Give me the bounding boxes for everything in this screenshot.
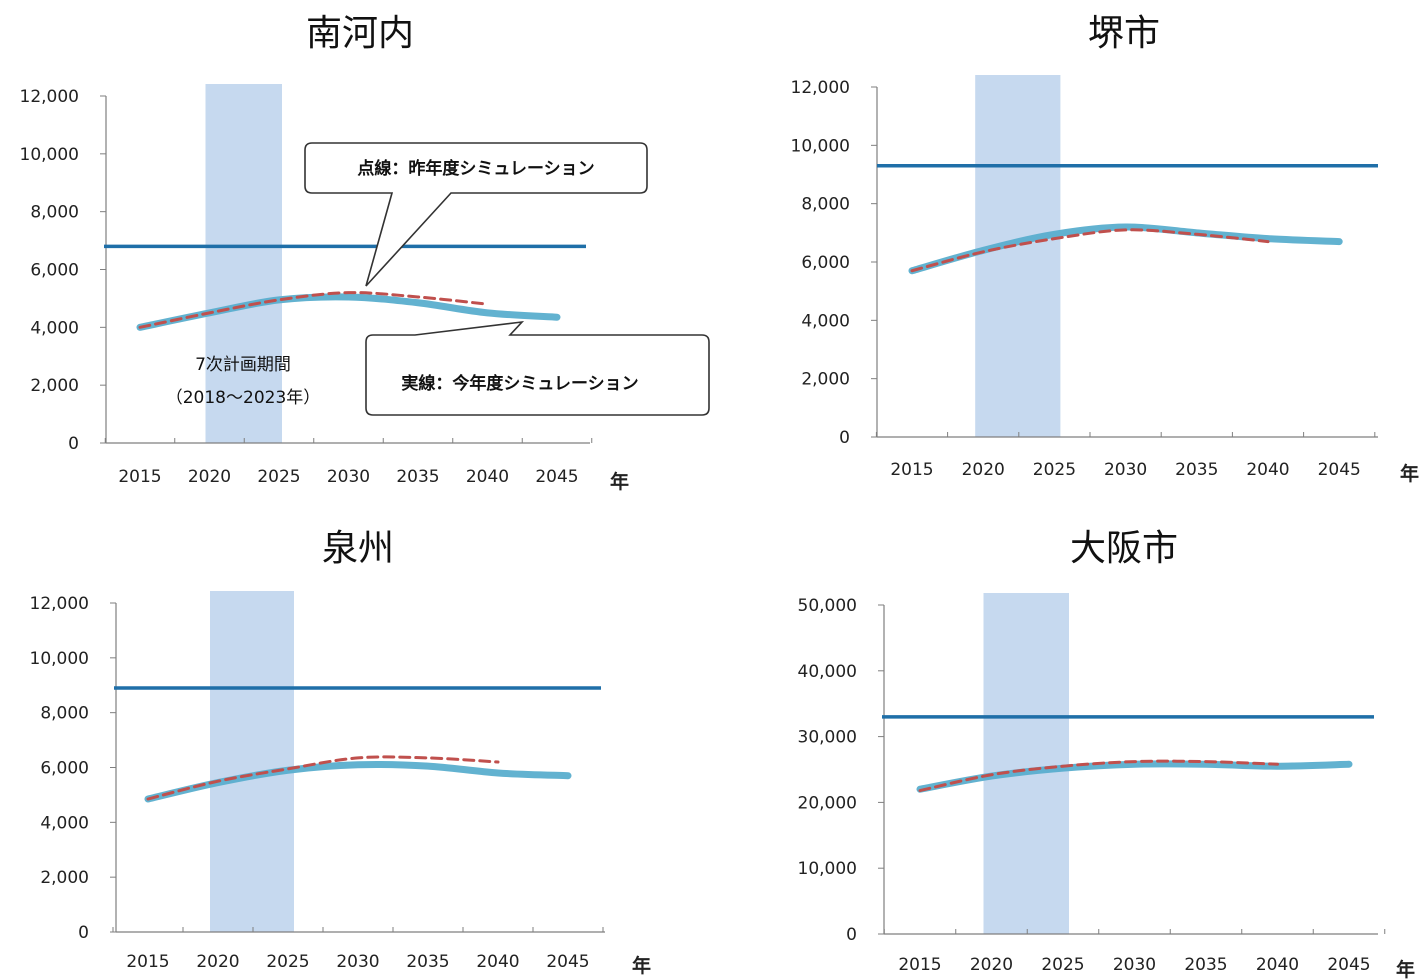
y-tick-label: 10,000 [798,859,857,879]
y-tick-label: 12,000 [30,594,89,614]
x-tick-label: 2030 [327,467,370,487]
chart-panel-2: 0 2,000 4,000 6,000 8,000 10,000 12,000 2015 202… [791,13,1420,485]
x-tick-label: 2035 [1175,460,1218,480]
y-tick-label: 4,000 [801,311,850,331]
y-tick-label: 8,000 [40,704,89,724]
x-tick-label: 2045 [535,467,578,487]
y-tick-label: 2,000 [40,868,89,888]
y-tick-label: 10,000 [30,649,89,669]
series-dashed-line [146,755,500,801]
y-tick-label: 2,000 [30,376,79,396]
x-tick-label: 2025 [1041,955,1084,975]
callout-dashed-box [304,142,648,287]
period-annotation-line1: 7次計画期間 [195,355,291,375]
series-dashed-line [910,228,1270,273]
x-tick-label: 2040 [476,952,519,972]
y-tick-label: 0 [839,428,850,448]
y-tick-label: 50,000 [798,596,857,616]
series-solid-line [136,293,561,331]
x-tick-label: 2015 [126,952,169,972]
x-tick-label: 2020 [970,955,1013,975]
y-tick-label: 20,000 [798,793,857,813]
x-tick-label: 2015 [118,467,161,487]
x-axis-unit: 年 [632,954,651,977]
plan-period-band [983,593,1069,934]
y-tick-label: 8,000 [801,195,850,215]
x-axis-unit: 年 [1396,958,1415,980]
y-tick-label: 6,000 [40,759,89,779]
x-tick-label: 2035 [396,467,439,487]
callout-dashed-text: 点線：昨年度シミュレーション [357,158,594,179]
x-tick-label: 2025 [266,952,309,972]
chart-title: 泉州 [322,528,394,569]
x-tick-label: 2045 [1327,955,1370,975]
x-tick-label: 2030 [1104,460,1147,480]
y-tick-label: 40,000 [798,662,857,682]
y-tick-label: 0 [68,434,79,454]
x-tick-label: 2035 [406,952,449,972]
x-tick-label: 2015 [898,955,941,975]
x-tick-label: 2020 [196,952,239,972]
chart-title: 堺市 [1088,13,1160,54]
x-tick-label: 2020 [188,467,231,487]
x-tick-label: 2030 [336,952,379,972]
y-tick-label: 6,000 [801,253,850,273]
x-tick-label: 2025 [1033,460,1076,480]
x-tick-label: 2025 [257,467,300,487]
y-tick-label: 12,000 [20,87,79,107]
x-axis-unit: 年 [610,470,629,493]
x-tick-label: 2035 [1184,955,1227,975]
chart-title: 南河内 [306,13,414,54]
x-tick-label: 2040 [466,467,509,487]
chart-title: 大阪市 [1070,528,1178,569]
y-tick-label: 4,000 [30,318,79,338]
x-tick-label: 2040 [1246,460,1289,480]
y-tick-label: 10,000 [20,145,79,165]
chart-panel-3: 0 2,000 4,000 6,000 8,000 10,000 12,000 2015 202… [30,528,652,977]
y-tick-label: 4,000 [40,813,89,833]
chart-panel-4: 0 10,000 20,000 30,000 40,000 50,000 2015 2020 2… [798,528,1416,980]
y-tick-label: 6,000 [30,261,79,281]
x-tick-label: 2040 [1256,955,1299,975]
series-dashed-line [918,759,1279,793]
callout-solid-box [365,320,710,416]
y-tick-label: 8,000 [30,203,79,223]
y-tick-label: 0 [846,925,857,945]
series-dashed-line [138,291,489,329]
x-axis-unit: 年 [1400,462,1419,485]
plan-period-band [975,75,1061,437]
y-tick-label: 30,000 [798,728,857,748]
x-tick-label: 2045 [546,952,589,972]
x-tick-label: 2045 [1318,460,1361,480]
plan-period-band [210,591,294,932]
y-tick-label: 12,000 [791,78,850,98]
y-tick-label: 10,000 [791,136,850,156]
x-tick-label: 2020 [962,460,1005,480]
period-annotation-line2: （2018～2023年） [166,388,321,408]
x-tick-label: 2030 [1113,955,1156,975]
chart-panel-1: 0 2,000 4,000 6,000 8,000 10,000 12,000 2015 202… [20,13,710,493]
x-tick-label: 2015 [890,460,933,480]
y-tick-label: 2,000 [801,370,850,390]
plan-period-band [205,84,282,443]
callout-solid-text: 実線：今年度シミュレーション [401,373,638,394]
y-tick-label: 0 [78,923,89,943]
